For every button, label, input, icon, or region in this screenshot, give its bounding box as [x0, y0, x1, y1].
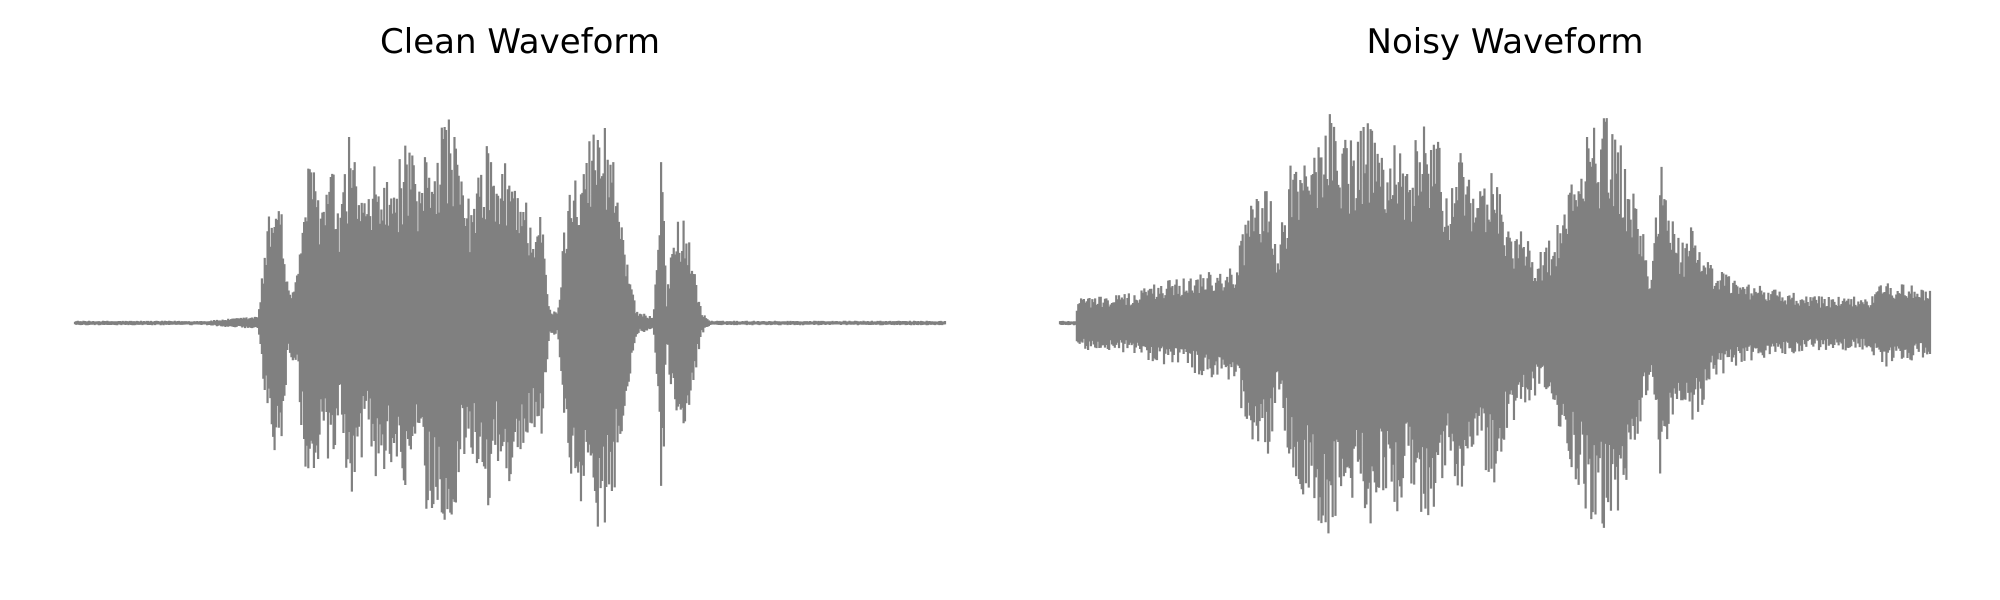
clean-waveform-title: Clean Waveform — [380, 22, 660, 62]
noisy-waveform-plot — [1058, 114, 1932, 534]
clean-waveform-panel: Clean Waveform — [40, 0, 1000, 600]
noisy-waveform-panel: Noisy Waveform — [1025, 0, 1985, 600]
noisy-waveform-title: Noisy Waveform — [1366, 22, 1644, 62]
clean-waveform-plot — [73, 119, 947, 527]
